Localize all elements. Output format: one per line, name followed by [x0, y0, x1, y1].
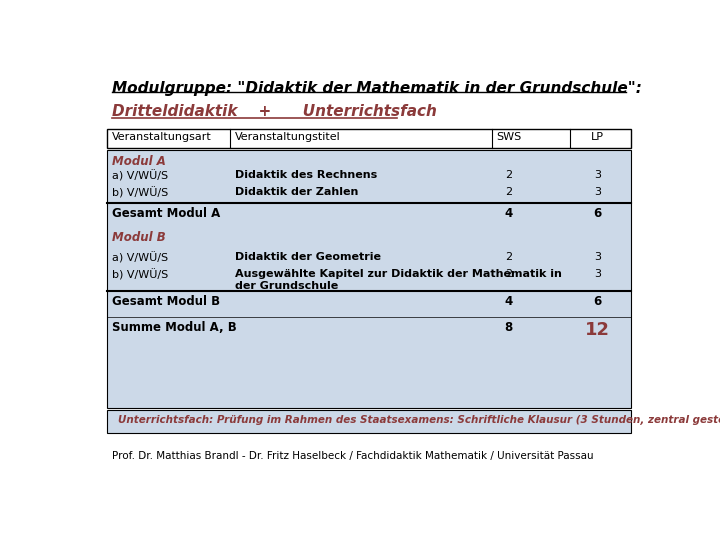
Text: a) V/WÜ/S: a) V/WÜ/S	[112, 252, 168, 263]
Text: Gesamt Modul B: Gesamt Modul B	[112, 295, 220, 308]
Text: b) V/WÜ/S: b) V/WÜ/S	[112, 269, 168, 281]
Text: 3: 3	[594, 170, 601, 180]
Text: 2: 2	[505, 269, 512, 279]
Text: a) V/WÜ/S: a) V/WÜ/S	[112, 170, 168, 181]
Text: Didaktik des Rechnens: Didaktik des Rechnens	[235, 170, 377, 180]
Text: Dritteldidaktik    +      Unterrichtsfach: Dritteldidaktik + Unterrichtsfach	[112, 104, 437, 119]
Text: Summe Modul A, B: Summe Modul A, B	[112, 321, 237, 334]
Text: 2: 2	[505, 187, 512, 197]
Text: LP: LP	[591, 132, 604, 142]
Text: SWS: SWS	[496, 132, 521, 142]
Text: 4: 4	[505, 295, 513, 308]
Text: Veranstaltungsart: Veranstaltungsart	[112, 132, 212, 142]
Text: 2: 2	[505, 252, 512, 262]
Text: Veranstaltungstitel: Veranstaltungstitel	[235, 132, 341, 142]
Text: Didaktik der Zahlen: Didaktik der Zahlen	[235, 187, 359, 197]
Text: Modul A: Modul A	[112, 155, 166, 168]
Text: Gesamt Modul A: Gesamt Modul A	[112, 207, 220, 220]
Text: 3: 3	[594, 252, 601, 262]
Text: Unterrichtsfach: Prüfung im Rahmen des Staatsexamens: Schriftliche Klausur (3 St: Unterrichtsfach: Prüfung im Rahmen des S…	[118, 415, 720, 425]
Text: Modul B: Modul B	[112, 231, 166, 244]
Text: 2: 2	[505, 170, 512, 180]
Text: 8: 8	[505, 321, 513, 334]
Text: Didaktik der Geometrie: Didaktik der Geometrie	[235, 252, 381, 262]
Text: Ausgewählte Kapitel zur Didaktik der Mathematik in
der Grundschule: Ausgewählte Kapitel zur Didaktik der Mat…	[235, 269, 562, 291]
Text: Modulgruppe: "Didaktik der Mathematik in der Grundschule":: Modulgruppe: "Didaktik der Mathematik in…	[112, 82, 642, 97]
Text: 6: 6	[594, 295, 602, 308]
Text: 4: 4	[505, 207, 513, 220]
Bar	[107, 150, 631, 408]
Text: 6: 6	[594, 207, 602, 220]
Bar	[107, 410, 631, 433]
Text: 3: 3	[594, 187, 601, 197]
Bar	[107, 129, 631, 148]
Bar	[107, 150, 631, 408]
Text: b) V/WÜ/S: b) V/WÜ/S	[112, 187, 168, 199]
Text: 12: 12	[585, 321, 611, 339]
Text: Prof. Dr. Matthias Brandl - Dr. Fritz Haselbeck / Fachdidaktik Mathematik / Univ: Prof. Dr. Matthias Brandl - Dr. Fritz Ha…	[112, 451, 594, 462]
Text: 3: 3	[594, 269, 601, 279]
